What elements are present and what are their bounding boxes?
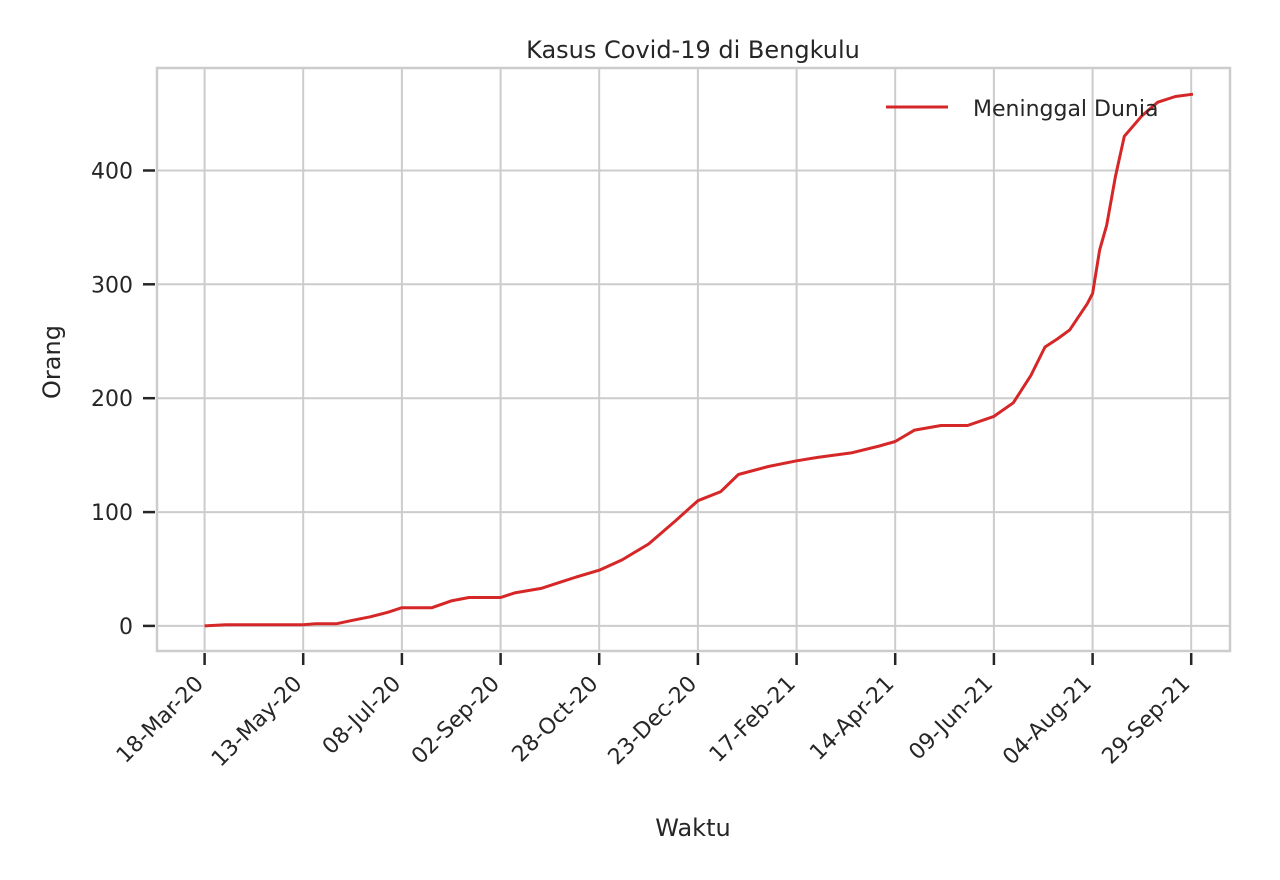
series-layer: [204, 92, 1194, 628]
series-line: [204, 92, 1194, 628]
x-tick-label: 23-Dec-20: [604, 672, 703, 771]
chart-title: Kasus Covid-19 di Bengkulu: [526, 36, 860, 64]
x-tick-label: 28-Oct-20: [508, 672, 604, 768]
x-tick-label: 09-Jun-21: [904, 672, 998, 766]
x-tick-label: 17-Feb-21: [705, 672, 801, 768]
x-tick-label: 18-Mar-20: [112, 672, 209, 769]
y-tick-label: 400: [91, 160, 133, 185]
legend: Meninggal Dunia: [886, 97, 1158, 122]
x-tick-label: 04-Aug-21: [998, 672, 1097, 771]
x-axis-label: Waktu: [655, 814, 730, 842]
y-tick-label: 0: [119, 615, 133, 640]
x-tick-label: 02-Sep-20: [407, 672, 505, 770]
plot-frame: [155, 66, 1232, 653]
legend-label: Meninggal Dunia: [973, 97, 1158, 122]
x-tick-label: 13-May-20: [207, 672, 307, 772]
x-tick-label: 29-Sep-21: [1098, 672, 1196, 770]
x-tick-label: 14-Apr-21: [805, 672, 899, 766]
y-axis-label: Orang: [38, 325, 66, 399]
x-tick-label: 08-Jul-20: [318, 672, 406, 760]
y-tick-label: 200: [91, 387, 133, 412]
y-tick-label: 300: [91, 273, 133, 298]
y-tick-label: 100: [91, 501, 133, 526]
grid: [157, 68, 1230, 651]
